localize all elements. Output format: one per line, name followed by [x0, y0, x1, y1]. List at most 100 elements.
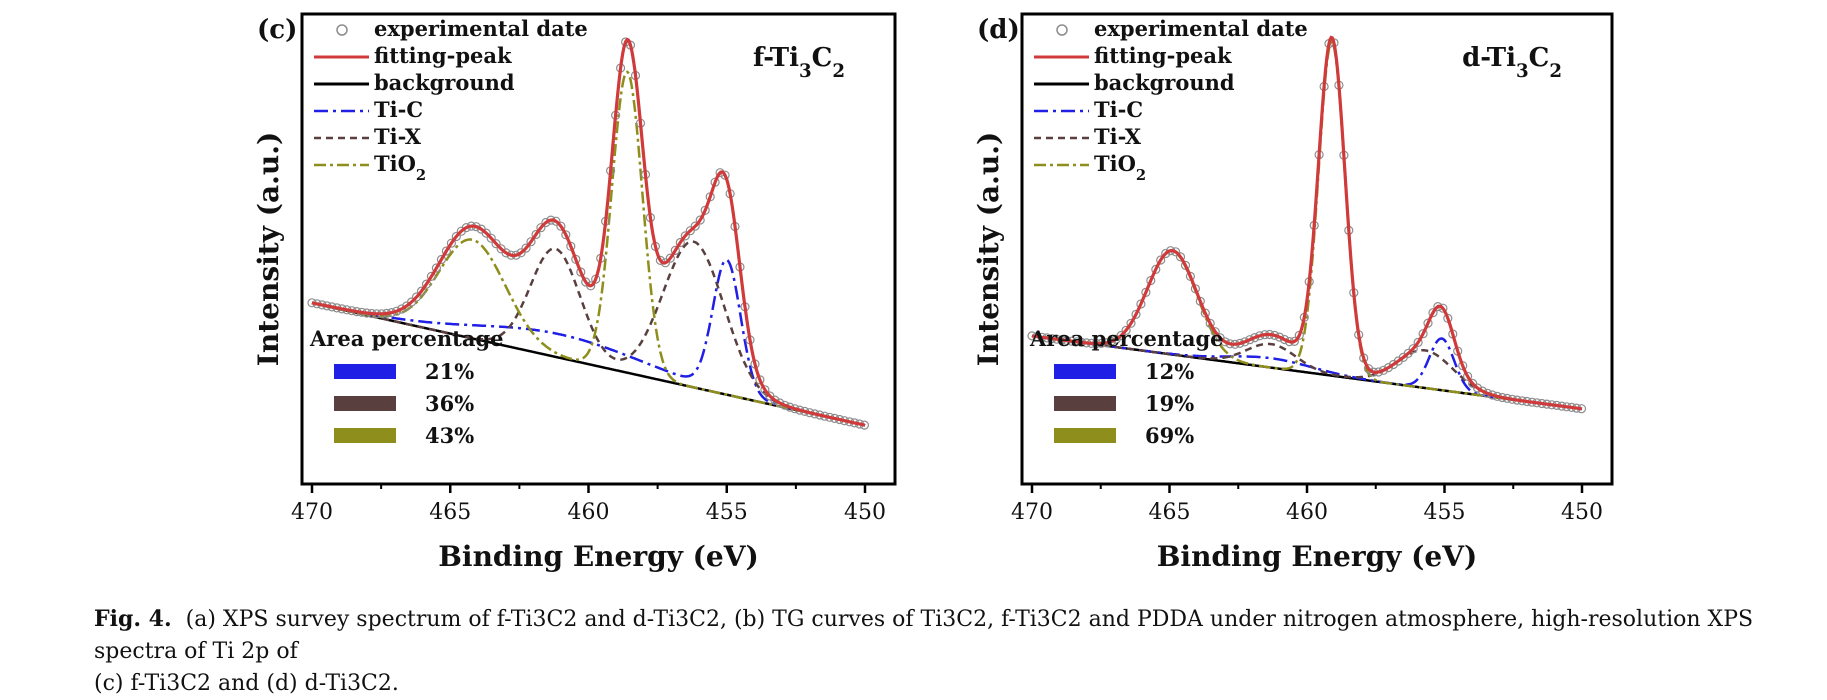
- experimental-point: [1462, 371, 1473, 381]
- experimental-point: [685, 226, 695, 236]
- experimental-point: [1156, 255, 1166, 265]
- experimental-point: [1403, 348, 1413, 358]
- plot-frame: [300, 12, 897, 486]
- experimental-point: [486, 233, 496, 243]
- caption-label: Fig. 4.: [94, 606, 172, 632]
- experimental-point: [1161, 248, 1171, 259]
- figure: 470 465 460 455 450 Binding Energy (eV) Intens…: [252, 12, 1614, 573]
- panel-letter: (d): [977, 15, 1020, 45]
- experimental-point: [670, 245, 680, 255]
- area-value-ti-c: 12%: [1145, 359, 1194, 384]
- experimental-point: [690, 221, 700, 231]
- experimental-point: [1418, 329, 1428, 339]
- legend-label: experimental date: [374, 16, 588, 41]
- experimental-point: [1126, 318, 1136, 328]
- experimental-point: [695, 215, 705, 225]
- experimental-point: [655, 255, 666, 265]
- experimental-point: [1131, 309, 1141, 319]
- area-value-tio2: 69%: [1145, 423, 1194, 448]
- x-axis-label: Binding Energy (eV): [1157, 540, 1477, 573]
- legend-label: Ti-X: [374, 124, 422, 149]
- legend-label: background: [1094, 70, 1235, 95]
- caption-line-2: (c) f-Ti3C2 and (d) d-Ti3C2.: [94, 671, 399, 696]
- experimental-point: [491, 239, 501, 249]
- x-tick-label: 455: [706, 500, 748, 525]
- legend-item-experimental-date: experimental date: [336, 16, 588, 41]
- x-tick-label: 460: [568, 500, 610, 525]
- sample-label: f-Ti3C2: [753, 43, 845, 82]
- experimental-point: [406, 297, 417, 307]
- experimental-point: [1467, 378, 1478, 388]
- experimental-point: [760, 385, 770, 395]
- experimental-point: [1200, 308, 1210, 318]
- experimental-point: [501, 248, 511, 258]
- x-tick-label: 450: [844, 500, 886, 525]
- experimental-point: [770, 395, 780, 405]
- experimental-point: [1210, 327, 1220, 337]
- experimental-point: [526, 237, 536, 247]
- experimental-point: [1438, 303, 1448, 313]
- experimental-point: [1477, 386, 1488, 396]
- legend-item-tio2: TiO2: [314, 151, 426, 184]
- experimental-point: [1428, 308, 1438, 318]
- legend-label: background: [374, 70, 515, 95]
- experimental-point: [1413, 337, 1423, 347]
- area-swatch-ti-x: [1054, 396, 1116, 411]
- experimental-point: [521, 243, 531, 253]
- experimental-point: [1472, 383, 1483, 393]
- area-swatch-tio2: [334, 428, 396, 443]
- x-tick-label: 460: [1286, 500, 1328, 525]
- x-axis-label: Binding Energy (eV): [438, 540, 758, 573]
- caption-text-1: (a) XPS survey spectrum of f-Ti3C2 and d…: [94, 607, 1754, 664]
- experimental-point: [421, 279, 432, 289]
- experimental-point: [665, 253, 675, 263]
- experimental-point: [1151, 264, 1161, 274]
- experimental-point: [1423, 318, 1433, 328]
- x-tick-label: 455: [1424, 500, 1466, 525]
- area-value-tio2: 43%: [425, 423, 474, 448]
- caption-line-1: Fig. 4. (a) XPS survey spectrum of f-Ti3…: [94, 603, 1794, 668]
- experimental-point: [397, 304, 407, 314]
- experimental-point: [481, 228, 491, 238]
- area-swatch-tio2: [1054, 428, 1116, 443]
- experimental-point: [1116, 330, 1126, 341]
- legend-label: Ti-X: [1094, 124, 1142, 149]
- area-value-ti-x: 36%: [425, 391, 474, 416]
- experimental-point: [541, 217, 551, 228]
- experimental-point: [1383, 363, 1394, 373]
- x-tick-label: 470: [291, 500, 333, 525]
- y-axis-label: Intensity (a.u.): [252, 132, 285, 366]
- legend-item-tio2: TiO2: [1034, 151, 1146, 184]
- x-tick-label: 470: [1011, 500, 1053, 525]
- sample-label: d-Ti3C2: [1462, 43, 1562, 82]
- component-tio2-curve: [311, 70, 866, 427]
- legend-item-ti-x: Ti-X: [314, 124, 422, 149]
- area-value-ti-x: 19%: [1145, 391, 1194, 416]
- area-percentage-title: Area percentage: [1029, 326, 1224, 351]
- chart-panel-0: 470 465 460 455 450 Binding Energy (eV) Intens…: [252, 12, 897, 573]
- background-line: [311, 301, 866, 427]
- legend-item-fitting-peak: fitting-peak: [314, 43, 512, 68]
- legend-label: TiO2: [1094, 151, 1146, 184]
- legend-item-background: background: [1034, 70, 1235, 95]
- figure-caption: Fig. 4. (a) XPS survey spectrum of f-Ti3…: [94, 603, 1794, 700]
- legend-label: Ti-C: [1094, 97, 1143, 122]
- x-tick-label: 465: [429, 500, 471, 525]
- experimental-point: [416, 286, 427, 296]
- panel-letter: (c): [257, 15, 297, 45]
- area-value-ti-c: 21%: [425, 359, 474, 384]
- area-swatch-ti-c: [1054, 364, 1116, 379]
- experimental-point: [680, 231, 690, 241]
- legend-item-fitting-peak: fitting-peak: [1034, 43, 1232, 68]
- area-swatch-ti-c: [334, 364, 396, 379]
- experimental-point: [556, 221, 566, 231]
- y-axis-label: Intensity (a.u.): [972, 132, 1005, 366]
- legend-marker: [336, 24, 348, 36]
- experimental-point: [516, 248, 526, 258]
- experimental-point: [426, 271, 436, 281]
- plot-frame: [1020, 12, 1614, 486]
- experimental-point: [411, 292, 422, 302]
- fitting-peak-curve: [1031, 35, 1583, 411]
- area-percentage-title: Area percentage: [309, 326, 504, 351]
- legend-marker: [1056, 24, 1068, 36]
